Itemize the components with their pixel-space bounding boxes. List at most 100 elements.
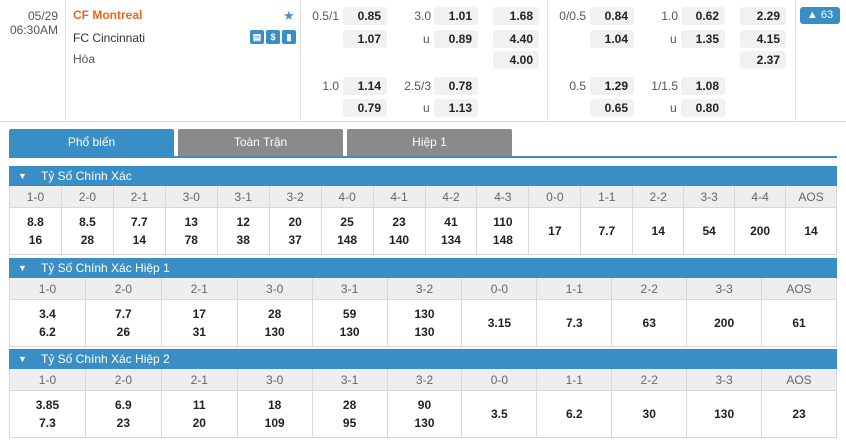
away-score-odds[interactable]: 130 (414, 416, 435, 430)
score-odds[interactable]: 63 (642, 316, 656, 330)
handicap-home-odds-alt[interactable]: 1.14 (343, 77, 387, 95)
score-odds[interactable]: 7.3 (565, 316, 583, 330)
score-column: 4-4 200 (735, 186, 787, 254)
home-score-odds[interactable]: 8.8 (27, 215, 44, 229)
home-score-odds[interactable]: 6.9 (115, 398, 132, 412)
home-score-odds[interactable]: 28 (342, 398, 357, 412)
score-odds[interactable]: 200 (714, 316, 735, 330)
away-score-odds[interactable]: 37 (288, 233, 302, 247)
h1-handicap-home-odds-alt[interactable]: 1.29 (590, 77, 634, 95)
more-markets-button[interactable]: ▲ 63 (800, 7, 840, 24)
stats-icon[interactable]: ▤ (250, 30, 264, 44)
over-odds-alt[interactable]: 0.78 (434, 77, 478, 95)
score-odds[interactable]: 7.7 (598, 224, 616, 238)
away-score-odds[interactable]: 26 (116, 325, 131, 339)
away-score-odds[interactable]: 16 (28, 233, 43, 247)
section-header[interactable]: ▼ Tỷ Số Chính Xác (9, 166, 837, 186)
home-score-odds[interactable]: 11 (192, 398, 206, 412)
h1-over-odds-alt[interactable]: 1.08 (681, 77, 725, 95)
away-score-odds[interactable]: 23 (116, 416, 131, 430)
home-score-odds[interactable]: 20 (288, 215, 302, 229)
favorite-star-icon[interactable]: ★ (283, 8, 295, 23)
away-score-odds[interactable]: 140 (389, 233, 410, 247)
away-score-odds[interactable]: 95 (342, 416, 357, 430)
home-score-odds[interactable]: 3.85 (35, 398, 60, 412)
home-score-odds[interactable]: 25 (340, 215, 354, 229)
handicap-home-odds[interactable]: 0.85 (343, 7, 387, 25)
home-score-odds[interactable]: 90 (417, 398, 432, 412)
h1-handicap-home-odds[interactable]: 0.84 (590, 7, 634, 25)
away-score-odds[interactable]: 148 (337, 233, 358, 247)
collapse-chevron-icon[interactable]: ▼ (18, 263, 27, 273)
h1-away-win-odds[interactable]: 4.15 (740, 30, 786, 48)
away-score-odds[interactable]: 6.2 (39, 325, 56, 339)
home-win-odds[interactable]: 1.68 (493, 7, 539, 25)
h1-under-odds-alt[interactable]: 0.80 (681, 99, 725, 117)
draw-odds[interactable]: 4.00 (493, 51, 539, 69)
handicap-away-odds-alt[interactable]: 0.79 (343, 99, 387, 117)
section-header[interactable]: ▼ Tỷ Số Chính Xác Hiệp 2 (9, 349, 837, 369)
away-score-odds[interactable]: 130 (264, 325, 285, 339)
h1-home-win-odds[interactable]: 2.29 (740, 7, 786, 25)
score-odds[interactable]: 54 (702, 224, 716, 238)
section-header[interactable]: ▼ Tỷ Số Chính Xác Hiệp 1 (9, 258, 837, 278)
under-odds-alt[interactable]: 1.13 (434, 99, 478, 117)
home-score-odds[interactable]: 12 (236, 215, 250, 229)
away-score-odds[interactable]: 109 (264, 416, 285, 430)
tab-fulltime[interactable]: Toàn Trận (178, 129, 343, 156)
score-odds[interactable]: 3.5 (491, 407, 508, 421)
score-odds[interactable]: 6.2 (565, 407, 583, 421)
away-score-odds[interactable]: 134 (440, 233, 461, 247)
away-team-name[interactable]: FC Cincinnati (73, 31, 146, 45)
home-score-odds[interactable]: 7.7 (115, 307, 132, 321)
tab-half1[interactable]: Hiệp 1 (347, 129, 512, 156)
chart-icon[interactable]: ▮ (282, 30, 296, 44)
h1-handicap-away-odds-alt[interactable]: 0.65 (590, 99, 634, 117)
home-score-odds[interactable]: 28 (267, 307, 282, 321)
away-score-odds[interactable]: 148 (492, 233, 513, 247)
away-score-odds[interactable]: 14 (132, 233, 147, 247)
away-score-odds[interactable]: 7.3 (39, 416, 56, 430)
score-odds[interactable]: 3.15 (487, 316, 512, 330)
h1-handicap-away-odds[interactable]: 1.04 (590, 30, 634, 48)
collapse-chevron-icon[interactable]: ▼ (18, 171, 27, 181)
score-odds[interactable]: 23 (792, 407, 806, 421)
home-score-odds[interactable]: 41 (444, 215, 458, 229)
score-odds[interactable]: 17 (548, 224, 562, 238)
home-score-odds[interactable]: 130 (414, 307, 435, 321)
over-odds[interactable]: 1.01 (434, 7, 478, 25)
away-score-odds[interactable]: 28 (80, 233, 95, 247)
score-column: 0-0 3.5 (462, 369, 538, 437)
score-odds[interactable]: 14 (804, 224, 818, 238)
h1-over-odds[interactable]: 0.62 (681, 7, 725, 25)
home-score-odds[interactable]: 17 (192, 307, 206, 321)
home-score-odds[interactable]: 23 (392, 215, 406, 229)
under-odds[interactable]: 0.89 (434, 30, 478, 48)
score-odds[interactable]: 130 (714, 407, 735, 421)
collapse-chevron-icon[interactable]: ▼ (18, 354, 27, 364)
home-score-odds[interactable]: 18 (267, 398, 282, 412)
h1-draw-odds[interactable]: 2.37 (740, 51, 786, 69)
home-score-odds[interactable]: 3.4 (39, 307, 56, 321)
handicap-away-odds[interactable]: 1.07 (343, 30, 387, 48)
home-team-name[interactable]: CF Montreal (73, 8, 143, 22)
score-odds[interactable]: 30 (642, 407, 656, 421)
away-score-odds[interactable]: 20 (192, 416, 206, 430)
home-score-odds[interactable]: 59 (342, 307, 357, 321)
score-odds[interactable]: 14 (651, 224, 665, 238)
away-score-odds[interactable]: 130 (414, 325, 435, 339)
away-score-odds[interactable]: 130 (339, 325, 360, 339)
dollar-icon[interactable]: $ (266, 30, 280, 44)
score-odds[interactable]: 200 (750, 224, 771, 238)
score-odds[interactable]: 61 (792, 316, 806, 330)
home-score-odds[interactable]: 110 (493, 215, 513, 229)
away-score-odds[interactable]: 38 (236, 233, 250, 247)
away-win-odds[interactable]: 4.40 (493, 30, 539, 48)
away-score-odds[interactable]: 78 (184, 233, 198, 247)
home-score-odds[interactable]: 8.5 (79, 215, 96, 229)
tab-popular[interactable]: Phổ biến (9, 129, 174, 156)
home-score-odds[interactable]: 7.7 (131, 215, 148, 229)
home-score-odds[interactable]: 13 (184, 215, 198, 229)
away-score-odds[interactable]: 31 (192, 325, 206, 339)
h1-under-odds[interactable]: 1.35 (681, 30, 725, 48)
